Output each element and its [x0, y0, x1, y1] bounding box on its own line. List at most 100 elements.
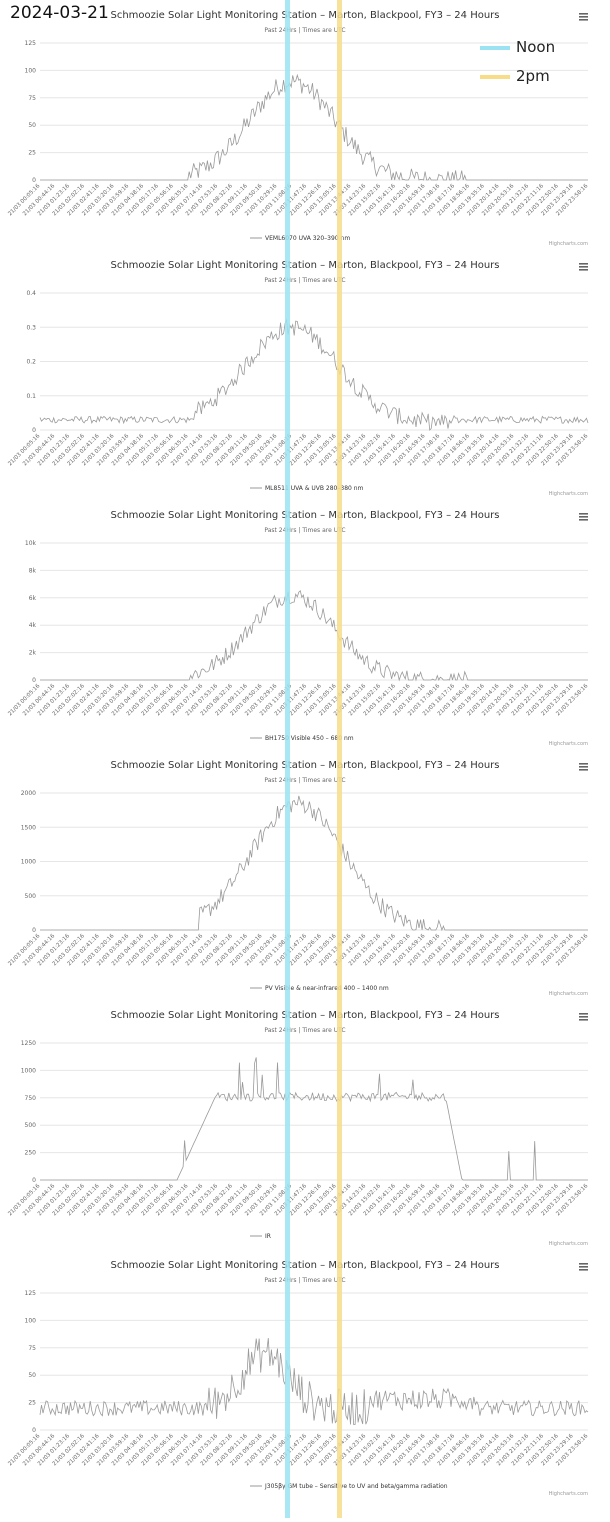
menu-icon-line — [579, 266, 588, 268]
2pm-line — [337, 0, 342, 1518]
legend-label: BH1750 Visible 450 – 680 nm — [265, 735, 354, 742]
credits-label: Highcharts.com — [549, 741, 588, 747]
date-label: 2024-03-21 — [10, 3, 109, 23]
legend-label: IR — [265, 1233, 271, 1240]
y-tick-label: 8k — [29, 567, 37, 574]
y-tick-label: 0 — [32, 177, 36, 184]
credits-label: Highcharts.com — [549, 241, 588, 247]
chart-subtitle: Past 24Hrs | Times are UTC — [264, 277, 345, 284]
y-tick-label: 500 — [25, 1122, 37, 1129]
y-tick-label: 50 — [28, 122, 36, 129]
legend-label: ML8511 UVA & UVB 280–380 nm — [265, 485, 364, 492]
y-tick-label: 0 — [32, 1177, 36, 1184]
y-tick-label: 1500 — [21, 824, 36, 831]
chart-3: Schmoozie Solar Light Monitoring Station… — [7, 510, 590, 747]
series-line — [40, 1057, 588, 1181]
menu-icon-line — [579, 1263, 588, 1265]
menu-icon-line — [579, 263, 588, 265]
chart-title: Schmoozie Solar Light Monitoring Station… — [110, 510, 499, 521]
2pm-swatch — [480, 74, 510, 79]
menu-icon-line — [579, 16, 588, 18]
y-tick-label: 0 — [32, 927, 36, 934]
chart-subtitle: Past 24Hrs | Times are UTC — [264, 1277, 345, 1284]
y-tick-label: 4k — [29, 622, 37, 629]
noon-legend: Noon — [480, 38, 555, 56]
y-tick-label: 0 — [32, 427, 36, 434]
series-line — [40, 590, 588, 682]
series-line — [39, 1338, 589, 1425]
credits-label: Highcharts.com — [549, 1241, 588, 1247]
chart-subtitle: Past 24Hrs | Times are UTC — [264, 27, 345, 34]
y-tick-label: 100 — [25, 1317, 37, 1324]
y-tick-label: 250 — [25, 1150, 37, 1157]
legend-label: VEML6070 UVA 320–390 nm — [265, 235, 350, 242]
chart-title: Schmoozie Solar Light Monitoring Station… — [110, 1260, 499, 1271]
menu-icon-line — [579, 269, 588, 271]
y-tick-label: 0.1 — [26, 393, 36, 400]
menu-icon-line — [579, 519, 588, 521]
series-line — [40, 795, 588, 932]
y-tick-label: 0.3 — [26, 324, 36, 331]
chart-2: Schmoozie Solar Light Monitoring Station… — [7, 260, 590, 497]
noon-line — [285, 0, 290, 1518]
menu-icon-line — [579, 1013, 588, 1015]
y-tick-label: 1000 — [21, 859, 36, 866]
menu-icon-line — [579, 19, 588, 21]
chart-title: Schmoozie Solar Light Monitoring Station… — [110, 1010, 499, 1021]
y-tick-label: 50 — [28, 1372, 36, 1379]
menu-icon-line — [579, 513, 588, 515]
chart-subtitle: Past 24Hrs | Times are UTC — [264, 1027, 345, 1034]
menu-icon-line — [579, 1016, 588, 1018]
y-tick-label: 1250 — [21, 1040, 36, 1047]
chart-title: Schmoozie Solar Light Monitoring Station… — [110, 260, 499, 271]
y-tick-label: 125 — [25, 1290, 37, 1297]
series-line — [39, 318, 589, 431]
y-tick-label: 10k — [25, 540, 37, 547]
chart-subtitle: Past 24Hrs | Times are UTC — [264, 777, 345, 784]
chart-title: Schmoozie Solar Light Monitoring Station… — [110, 760, 499, 771]
y-tick-label: 2000 — [21, 790, 36, 797]
credits-label: Highcharts.com — [549, 491, 588, 497]
2pm-legend-label: 2pm — [516, 67, 550, 85]
menu-icon-line — [579, 763, 588, 765]
noon-legend-label: Noon — [516, 38, 556, 56]
y-tick-label: 500 — [25, 893, 37, 900]
credits-label: Highcharts.com — [549, 991, 588, 997]
y-tick-label: 750 — [25, 1095, 37, 1102]
menu-icon[interactable] — [579, 1263, 588, 1271]
y-tick-label: 25 — [28, 1400, 36, 1407]
chart-4: Schmoozie Solar Light Monitoring Station… — [7, 760, 590, 997]
menu-icon[interactable] — [579, 263, 588, 271]
menu-icon-line — [579, 1269, 588, 1271]
y-tick-label: 0.2 — [26, 359, 36, 366]
y-tick-label: 0.4 — [26, 290, 36, 297]
legend-label: PV Visible & near-infrared 400 – 1400 nm — [265, 985, 389, 992]
chart-5: Schmoozie Solar Light Monitoring Station… — [7, 1010, 590, 1247]
menu-icon-line — [579, 1266, 588, 1268]
menu-icon-line — [579, 13, 588, 15]
menu-icon-line — [579, 769, 588, 771]
legend-label: J305βγ GM tube – Sensitive to UV and bet… — [264, 1483, 448, 1490]
y-tick-label: 1000 — [21, 1067, 36, 1074]
y-tick-label: 0 — [32, 677, 36, 684]
menu-icon[interactable] — [579, 513, 588, 521]
chart-6: Schmoozie Solar Light Monitoring Station… — [7, 1260, 590, 1497]
menu-icon[interactable] — [579, 13, 588, 21]
y-tick-label: 6k — [29, 595, 37, 602]
y-tick-label: 25 — [28, 150, 36, 157]
menu-icon-line — [579, 766, 588, 768]
y-tick-label: 75 — [28, 95, 36, 102]
y-tick-label: 75 — [28, 1345, 36, 1352]
menu-icon[interactable] — [579, 1013, 588, 1021]
menu-icon-line — [579, 516, 588, 518]
y-tick-label: 2k — [29, 650, 37, 657]
y-tick-label: 100 — [25, 67, 37, 74]
2pm-legend: 2pm — [480, 67, 550, 85]
series-line — [40, 73, 588, 181]
credits-label: Highcharts.com — [549, 1491, 588, 1497]
menu-icon[interactable] — [579, 763, 588, 771]
y-tick-label: 0 — [32, 1427, 36, 1434]
chart-subtitle: Past 24Hrs | Times are UTC — [264, 527, 345, 534]
